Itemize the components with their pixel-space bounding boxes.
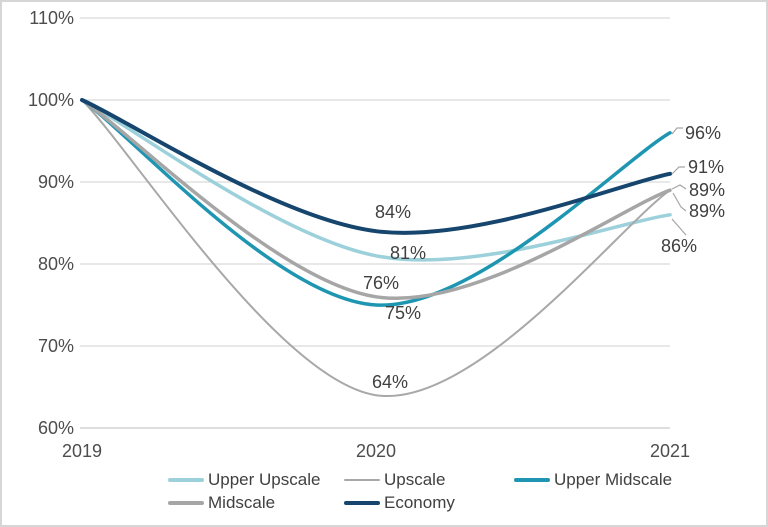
leader-line: [671, 184, 687, 190]
legend-label: Upper Upscale: [208, 469, 321, 489]
x-tick-label: 2021: [650, 441, 690, 461]
legend-item-upper-midscale: Upper Midscale: [514, 468, 684, 491]
end-label: 89%: [689, 180, 725, 200]
legend-label: Upper Midscale: [554, 469, 673, 489]
leader-line: [672, 192, 687, 212]
x-tick-label: 2019: [62, 441, 102, 461]
y-tick-label: 110%: [29, 8, 74, 28]
chart-legend: Upper Upscale Upscale Upper Midscale Midsca…: [168, 468, 684, 514]
y-tick-label: 80%: [38, 254, 74, 274]
legend-item-economy: Economy: [344, 491, 514, 514]
series-line-upper-upscale: [80, 98, 672, 262]
legend-item-upscale: Upscale: [344, 468, 514, 491]
y-tick-label: 70%: [38, 336, 74, 356]
legend-item-midscale: Midscale: [168, 491, 344, 514]
legend-swatch: [514, 477, 550, 482]
leader-line: [671, 166, 685, 175]
end-label: 96%: [685, 123, 721, 143]
x-tick-label: 2020: [356, 441, 396, 461]
end-label: 91%: [688, 157, 724, 177]
legend-label: Upscale: [384, 469, 446, 489]
leader-line: [671, 127, 683, 135]
data-label: 75%: [385, 303, 421, 323]
legend-item-upper-upscale: Upper Upscale: [168, 468, 344, 491]
data-label: 64%: [372, 372, 408, 392]
y-tick-label: 90%: [38, 172, 74, 192]
legend-label: Economy: [384, 492, 455, 512]
end-label: 86%: [661, 236, 697, 256]
series-line-upper-midscale: [80, 98, 672, 307]
legend-swatch: [168, 500, 204, 505]
legend-label: Midscale: [208, 492, 276, 512]
data-label: 81%: [390, 243, 426, 263]
series-line-upscale: [81, 99, 671, 397]
data-label: 84%: [375, 202, 411, 222]
data-label: 76%: [363, 273, 399, 293]
end-label: 89%: [689, 201, 725, 221]
legend-swatch: [168, 477, 204, 482]
series-line-midscale: [80, 98, 672, 300]
legend-swatch: [344, 478, 380, 481]
legend-swatch: [344, 500, 380, 505]
y-tick-label: 60%: [38, 418, 74, 438]
y-tick-label: 100%: [28, 90, 74, 110]
series-line-economy: [80, 98, 672, 235]
leader-line: [671, 218, 687, 236]
